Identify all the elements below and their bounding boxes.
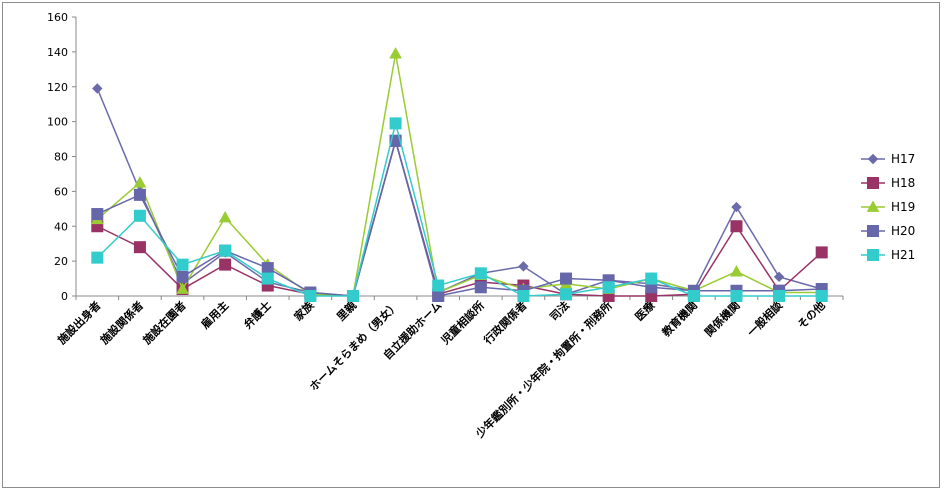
data-point-h20 bbox=[91, 208, 104, 221]
data-point-h19 bbox=[730, 265, 743, 277]
legend-marker-h20 bbox=[867, 225, 879, 237]
data-point-h20 bbox=[474, 281, 487, 294]
data-point-h17 bbox=[773, 271, 785, 283]
x-category-label: 里親 bbox=[334, 298, 359, 323]
data-point-h21 bbox=[389, 117, 402, 130]
data-point-h19 bbox=[218, 211, 232, 223]
legend-marker-h19 bbox=[866, 200, 880, 212]
y-tick-label: 20 bbox=[54, 255, 68, 268]
data-point-h21 bbox=[219, 244, 232, 257]
data-point-h20 bbox=[560, 272, 573, 285]
data-point-h21 bbox=[474, 267, 487, 280]
data-point-h20 bbox=[261, 262, 274, 275]
series-line-h21 bbox=[96, 123, 822, 297]
data-point-h18 bbox=[730, 220, 743, 233]
x-category-label: 一般相談 bbox=[744, 298, 786, 340]
legend-label-h19: H19 bbox=[891, 200, 915, 214]
y-tick-label: 60 bbox=[54, 185, 68, 198]
data-point-h21 bbox=[645, 272, 658, 285]
legend-label-h21: H21 bbox=[891, 248, 915, 262]
data-point-h21 bbox=[560, 288, 573, 301]
x-category-label: 少年鑑別所・少年院・拘置所・刑務所 bbox=[472, 298, 615, 441]
legend-label-h17: H17 bbox=[891, 152, 915, 166]
x-category-label: 行政関係者 bbox=[480, 298, 529, 347]
y-tick-label: 140 bbox=[47, 46, 68, 59]
data-point-h17 bbox=[92, 83, 103, 94]
data-point-h19 bbox=[133, 176, 147, 188]
series-line-h19 bbox=[96, 53, 822, 297]
y-tick-label: 40 bbox=[54, 220, 68, 233]
x-category-label: 教育機関 bbox=[658, 298, 700, 340]
series-line-h20 bbox=[96, 137, 822, 297]
data-point-h18 bbox=[815, 246, 828, 259]
y-tick-label: 0 bbox=[61, 290, 68, 303]
x-category-label: 司法 bbox=[547, 298, 572, 323]
data-point-h19 bbox=[389, 47, 402, 59]
legend-marker-h18 bbox=[867, 177, 879, 189]
data-point-h21 bbox=[773, 290, 786, 302]
data-point-h21 bbox=[687, 290, 700, 302]
x-category-label: 施設在園者 bbox=[140, 298, 189, 347]
legend-marker-h17 bbox=[867, 153, 879, 165]
y-tick-label: 100 bbox=[47, 116, 68, 129]
data-point-h21 bbox=[815, 290, 828, 302]
data-point-h17 bbox=[731, 201, 742, 213]
series-line-h17 bbox=[96, 88, 822, 297]
data-point-h21 bbox=[91, 251, 104, 264]
data-point-h20 bbox=[389, 134, 402, 147]
y-tick-label: 160 bbox=[47, 11, 68, 24]
x-category-label: 弁護士 bbox=[241, 298, 274, 331]
legend-marker-h21 bbox=[867, 249, 879, 261]
data-point-h17 bbox=[518, 261, 529, 272]
data-point-h21 bbox=[133, 209, 146, 222]
data-point-h20 bbox=[176, 270, 189, 283]
y-tick-label: 80 bbox=[54, 151, 68, 164]
x-category-label: 児童相談所 bbox=[437, 298, 486, 347]
data-point-h21 bbox=[176, 258, 189, 271]
data-point-h21 bbox=[261, 272, 274, 285]
data-point-h19 bbox=[176, 282, 189, 294]
x-category-label: 雇用主 bbox=[198, 298, 231, 331]
x-category-label: 施設関係者 bbox=[97, 298, 146, 347]
x-category-label: 関係機関 bbox=[702, 298, 743, 339]
data-point-h20 bbox=[432, 290, 445, 302]
series-line-h18 bbox=[96, 137, 823, 297]
data-point-h21 bbox=[346, 290, 359, 302]
data-point-h18 bbox=[219, 258, 232, 271]
data-point-h21 bbox=[730, 290, 743, 302]
data-point-h21 bbox=[432, 279, 445, 292]
legend-label-h20: H20 bbox=[891, 224, 915, 238]
data-point-h18 bbox=[133, 241, 146, 254]
data-point-h21 bbox=[517, 290, 530, 302]
line-chart: 0 20 40 60 80 100 120 140 160 施設出身者施設関係者施設在園者 雇用主弁… bbox=[47, 11, 915, 441]
legend-label-h18: H18 bbox=[891, 176, 915, 190]
x-category-label: その他 bbox=[795, 298, 828, 331]
data-point-h21 bbox=[602, 281, 615, 294]
x-category-label: 施設出身者 bbox=[55, 298, 104, 347]
y-tick-label: 120 bbox=[47, 81, 68, 94]
data-point-h21 bbox=[304, 290, 317, 302]
data-point-h20 bbox=[133, 188, 146, 201]
